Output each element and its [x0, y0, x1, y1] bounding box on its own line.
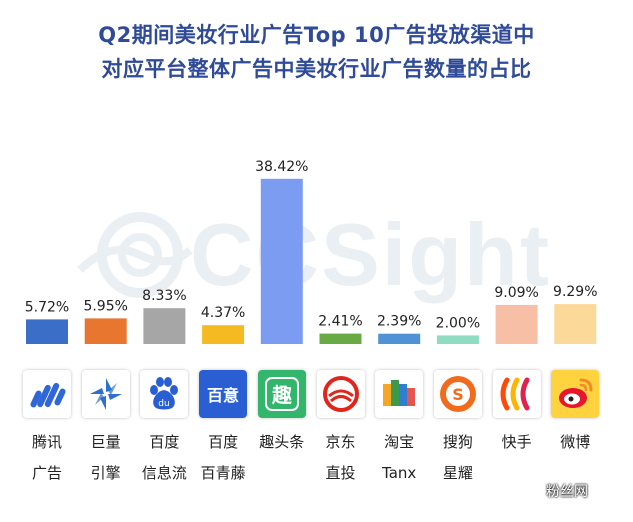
- ocean-engine-icon: [81, 370, 130, 418]
- platform-label-7-line1: 搜狗: [442, 433, 473, 451]
- value-label-8: 9.09%: [494, 285, 538, 301]
- qutoutiao-icon: 趣: [257, 370, 306, 418]
- svg-text:du: du: [159, 399, 170, 409]
- bar-4: [260, 178, 303, 344]
- value-label-5: 2.41%: [318, 314, 362, 330]
- value-label-0: 5.72%: [25, 299, 69, 315]
- tanx-icon: [375, 370, 424, 418]
- bar-2: [143, 308, 186, 344]
- weibo-icon: [551, 370, 600, 418]
- platform-label-6-line2: Tanx: [382, 464, 417, 482]
- chart-title: Q2期间美妆行业广告Top 10广告投放渠道中 对应平台整体广告中美妆行业广告数…: [0, 18, 633, 86]
- svg-text:百意: 百意: [207, 386, 239, 405]
- kuaishou-icon: [492, 370, 541, 418]
- bar-7: [436, 335, 479, 344]
- value-label-7: 2.00%: [436, 315, 480, 331]
- value-label-6: 2.39%: [377, 314, 421, 330]
- tencent-ads-icon: [23, 370, 71, 418]
- bar-6: [378, 333, 421, 344]
- signature-mark: 粉丝网: [546, 484, 588, 500]
- platform-label-1-line2: 引擎: [90, 464, 121, 482]
- title-line-1: Q2期间美妆行业广告Top 10广告投放渠道中: [98, 23, 535, 47]
- value-label-2: 8.33%: [142, 288, 186, 304]
- bar-9: [554, 304, 597, 344]
- bar-5: [319, 333, 362, 344]
- platform-label-5-line2: 直投: [325, 464, 356, 482]
- platform-label-3-line1: 百度: [208, 433, 239, 451]
- bar-8: [495, 304, 538, 344]
- platform-label-3-line2: 百青藤: [200, 464, 246, 482]
- baidu-paw-icon: du: [140, 370, 189, 418]
- platform-label-0-line1: 腾讯: [31, 433, 62, 451]
- sogou-icon: S: [433, 370, 482, 418]
- platform-label-1-line1: 巨量: [90, 433, 121, 451]
- platform-label-4-line1: 趣头条: [259, 433, 305, 451]
- bar-1: [84, 318, 127, 344]
- baidu-baiqingteng-icon: 百意: [199, 370, 248, 418]
- svg-text:S: S: [452, 385, 464, 404]
- value-label-3: 4.37%: [201, 305, 245, 321]
- platform-label-5-line1: 京东: [325, 433, 356, 451]
- bar-3: [202, 325, 245, 344]
- platform-label-2-line2: 信息流: [141, 464, 187, 482]
- platform-label-0-line2: 广告: [31, 464, 62, 482]
- bar-0: [26, 319, 68, 344]
- svg-text:趣: 趣: [271, 383, 293, 407]
- value-label-1: 5.95%: [83, 298, 127, 314]
- platform-label-8-line1: 快手: [501, 433, 532, 451]
- value-label-4: 38.42%: [255, 159, 308, 175]
- title-line-2: 对应平台整体广告中美妆行业广告数量的占比: [101, 57, 532, 81]
- platform-label-7-line2: 星耀: [442, 464, 473, 482]
- platform-label-9-line1: 微博: [560, 433, 591, 451]
- value-labels-group: 5.72% 5.95% 8.33% 4.37% 38.42% 2.41% 2.39% 2.00…: [25, 159, 598, 332]
- value-label-9: 9.29%: [553, 284, 597, 300]
- platform-label-2-line1: 百度: [149, 433, 180, 451]
- platform-label-6-line1: 淘宝: [384, 433, 415, 451]
- jd-icon: [316, 370, 365, 418]
- bars-group: [26, 178, 597, 344]
